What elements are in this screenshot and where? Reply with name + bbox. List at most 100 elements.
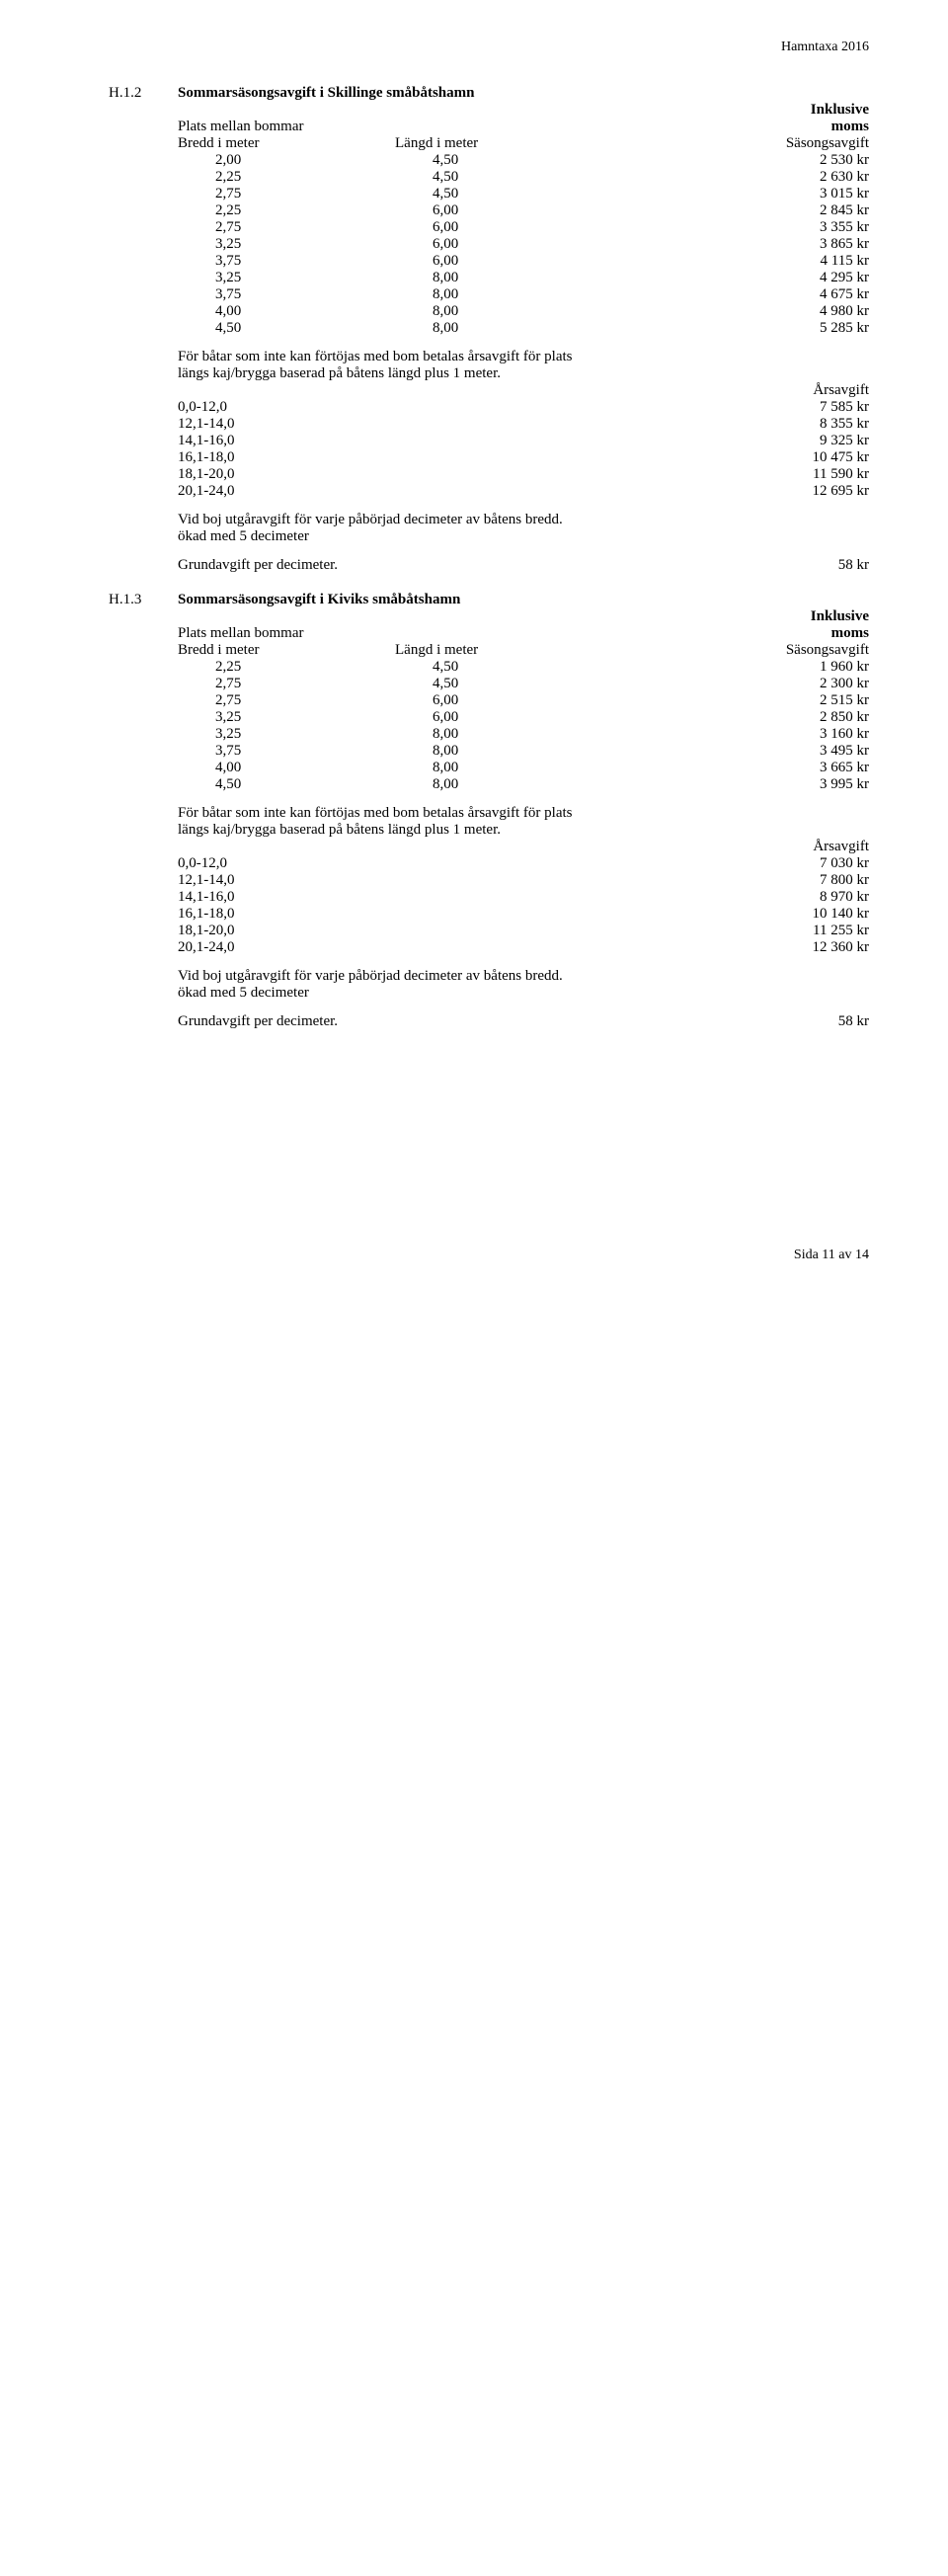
table-row: 16,1-18,010 140 kr	[178, 906, 869, 923]
cell: 4,50	[433, 152, 650, 169]
table-row: 16,1-18,010 475 kr	[178, 449, 869, 466]
cell: 2,75	[215, 692, 433, 709]
cell: 5 285 kr	[650, 320, 869, 337]
cell: 10 140 kr	[711, 906, 869, 923]
table-row: 2,254,502 630 kr	[178, 169, 869, 186]
cell: 12,1-14,0	[178, 872, 711, 889]
cell: 12,1-14,0	[178, 416, 711, 433]
table-row: 4,508,003 995 kr	[178, 776, 869, 793]
table-row: 14,1-16,09 325 kr	[178, 433, 869, 449]
table-row: 12,1-14,07 800 kr	[178, 872, 869, 889]
section-number: H.1.2	[109, 85, 178, 574]
cell: 16,1-18,0	[178, 449, 711, 466]
section-title: Sommarsäsongsavgift i Kiviks småbåtshamn	[178, 592, 869, 608]
cell: 4 980 kr	[650, 303, 869, 320]
cell: 12 695 kr	[711, 483, 869, 500]
note-text: För båtar som inte kan förtöjas med bom …	[178, 349, 869, 365]
cell: 2 300 kr	[650, 676, 869, 692]
cell: 14,1-16,0	[178, 433, 711, 449]
table-row: 4,008,003 665 kr	[178, 760, 869, 776]
table-row: 3,758,004 675 kr	[178, 286, 869, 303]
table-row: 14,1-16,08 970 kr	[178, 889, 869, 906]
section-title: Sommarsäsongsavgift i Skillinge småbåtsh…	[178, 85, 869, 102]
table-row: 2,254,501 960 kr	[178, 659, 869, 676]
cell: 4,50	[215, 776, 433, 793]
cell: 4,50	[215, 320, 433, 337]
cell: 4,00	[215, 303, 433, 320]
table-row: 3,756,004 115 kr	[178, 253, 869, 270]
cell: 8,00	[433, 270, 650, 286]
cell: 4,50	[433, 186, 650, 202]
arsavgift-label: Årsavgift	[178, 382, 869, 399]
table-row: 0,0-12,07 585 kr	[178, 399, 869, 416]
cell: 4 675 kr	[650, 286, 869, 303]
cell: 3,25	[215, 709, 433, 726]
table-row: 2,004,502 530 kr	[178, 152, 869, 169]
col-langd: Längd i meter	[395, 135, 612, 152]
cell: 3 015 kr	[650, 186, 869, 202]
section-body: Sommarsäsongsavgift i Skillinge småbåtsh…	[178, 85, 869, 574]
grund-row: Grundavgift per decimeter. 58 kr	[178, 1013, 869, 1030]
table-row: 4,508,005 285 kr	[178, 320, 869, 337]
cell: 4,00	[215, 760, 433, 776]
plats-row: Plats mellan bommar moms	[178, 119, 869, 135]
table-row: 12,1-14,08 355 kr	[178, 416, 869, 433]
table-row: 20,1-24,012 360 kr	[178, 939, 869, 956]
cell: 6,00	[433, 219, 650, 236]
table-row: 2,756,002 515 kr	[178, 692, 869, 709]
page-footer: Sida 11 av 14	[109, 1248, 869, 1263]
cell: 3,75	[215, 743, 433, 760]
cell: 11 590 kr	[711, 466, 869, 483]
cell: 0,0-12,0	[178, 399, 711, 416]
cell: 8 355 kr	[711, 416, 869, 433]
section-h12: H.1.2 Sommarsäsongsavgift i Skillinge sm…	[109, 85, 869, 574]
grund-label: Grundavgift per decimeter.	[178, 1013, 711, 1030]
cell: 2,75	[215, 676, 433, 692]
note-text: Vid boj utgåravgift för varje påbörjad d…	[178, 512, 869, 528]
table-row: 2,756,003 355 kr	[178, 219, 869, 236]
note-text: ökad med 5 decimeter	[178, 985, 869, 1002]
section-h13: H.1.3 Sommarsäsongsavgift i Kiviks småbå…	[109, 592, 869, 1030]
section-body: Sommarsäsongsavgift i Kiviks småbåtshamn…	[178, 592, 869, 1030]
note-text: För båtar som inte kan förtöjas med bom …	[178, 805, 869, 822]
cell: 2 850 kr	[650, 709, 869, 726]
note-text: Vid boj utgåravgift för varje påbörjad d…	[178, 968, 869, 985]
cell: 3,25	[215, 726, 433, 743]
table-row: 2,754,502 300 kr	[178, 676, 869, 692]
cell: 2,25	[215, 169, 433, 186]
grund-value: 58 kr	[711, 1013, 869, 1030]
cell: 7 800 kr	[711, 872, 869, 889]
table-row: 3,258,003 160 kr	[178, 726, 869, 743]
cell: 3 865 kr	[650, 236, 869, 253]
table-row: 2,754,503 015 kr	[178, 186, 869, 202]
cell: 3 355 kr	[650, 219, 869, 236]
column-headers: Bredd i meter Längd i meter Säsongsavgif…	[178, 642, 869, 659]
cell: 3,25	[215, 270, 433, 286]
cell: 2 515 kr	[650, 692, 869, 709]
grund-row: Grundavgift per decimeter. 58 kr	[178, 557, 869, 574]
cell: 7 030 kr	[711, 855, 869, 872]
cell: 3,75	[215, 286, 433, 303]
cell: 2,75	[215, 186, 433, 202]
cell: 7 585 kr	[711, 399, 869, 416]
grund-value: 58 kr	[711, 557, 869, 574]
arsavgift-label: Årsavgift	[178, 839, 869, 855]
plats-row: Plats mellan bommar moms	[178, 625, 869, 642]
moms-label: moms	[711, 625, 869, 642]
inklusive-label: Inklusive	[178, 102, 869, 119]
cell: 4,50	[433, 169, 650, 186]
page-header: Hamntaxa 2016	[109, 40, 869, 55]
cell: 0,0-12,0	[178, 855, 711, 872]
col-avgift: Säsongsavgift	[612, 642, 869, 659]
cell: 18,1-20,0	[178, 466, 711, 483]
cell: 2,75	[215, 219, 433, 236]
cell: 18,1-20,0	[178, 923, 711, 939]
column-headers: Bredd i meter Längd i meter Säsongsavgif…	[178, 135, 869, 152]
cell: 6,00	[433, 202, 650, 219]
cell: 4,50	[433, 659, 650, 676]
cell: 8 970 kr	[711, 889, 869, 906]
cell: 8,00	[433, 726, 650, 743]
plats-label: Plats mellan bommar	[178, 625, 711, 642]
col-bredd: Bredd i meter	[178, 135, 395, 152]
cell: 2 845 kr	[650, 202, 869, 219]
